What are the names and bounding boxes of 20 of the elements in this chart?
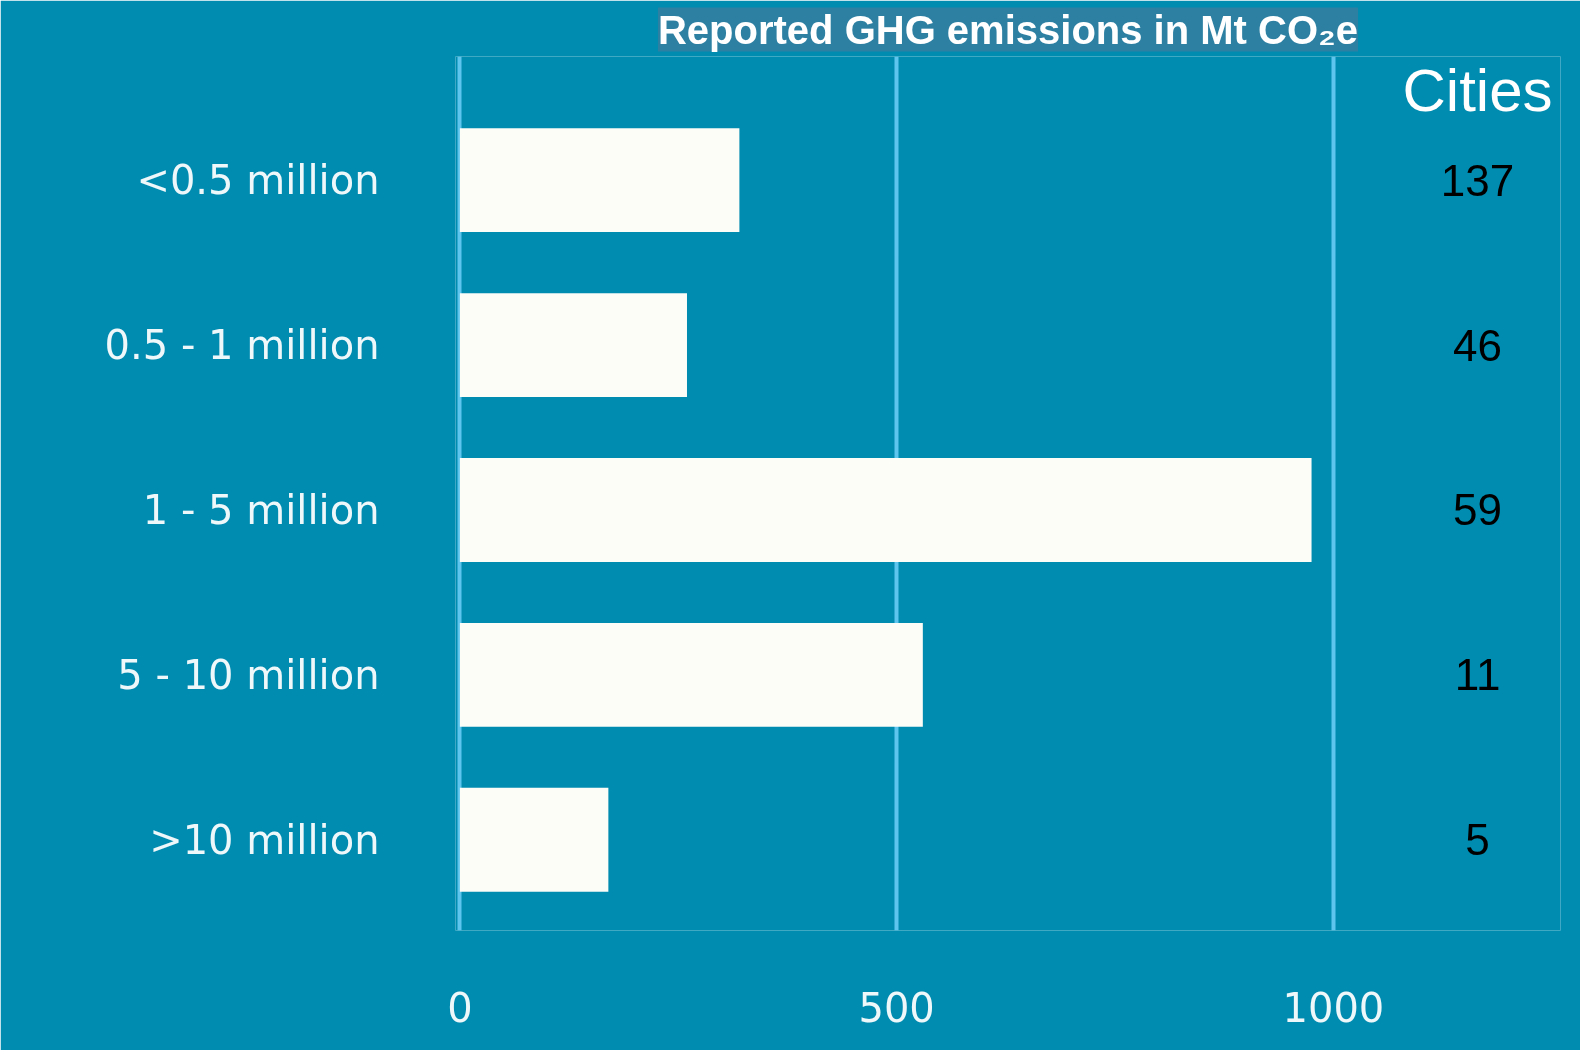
y-tick-label: >10 million: [149, 816, 380, 863]
annotation: 137: [1440, 155, 1515, 205]
chart-title: Reported GHG emissions in Mt CO₂e: [657, 7, 1359, 52]
x-tick-label: 500: [858, 984, 935, 1031]
annotation: 11: [1454, 650, 1501, 700]
annotation: Cities: [1402, 56, 1553, 124]
bar: [459, 622, 923, 727]
y-tick-label: 1 - 5 million: [142, 486, 380, 533]
annotation: 59: [1453, 485, 1502, 535]
bar: [459, 458, 1312, 562]
bar: [459, 787, 609, 892]
annotation: 5: [1465, 815, 1490, 865]
x-tick-label: 1000: [1282, 984, 1385, 1031]
x-tick-label: 0: [447, 984, 473, 1031]
bar: [459, 293, 687, 398]
y-tick-label: 0.5 - 1 million: [104, 322, 380, 369]
annotation: 46: [1453, 320, 1502, 370]
y-tick-label: <0.5 million: [136, 157, 380, 204]
bar: [459, 128, 740, 233]
y-tick-label: 5 - 10 million: [117, 651, 380, 698]
